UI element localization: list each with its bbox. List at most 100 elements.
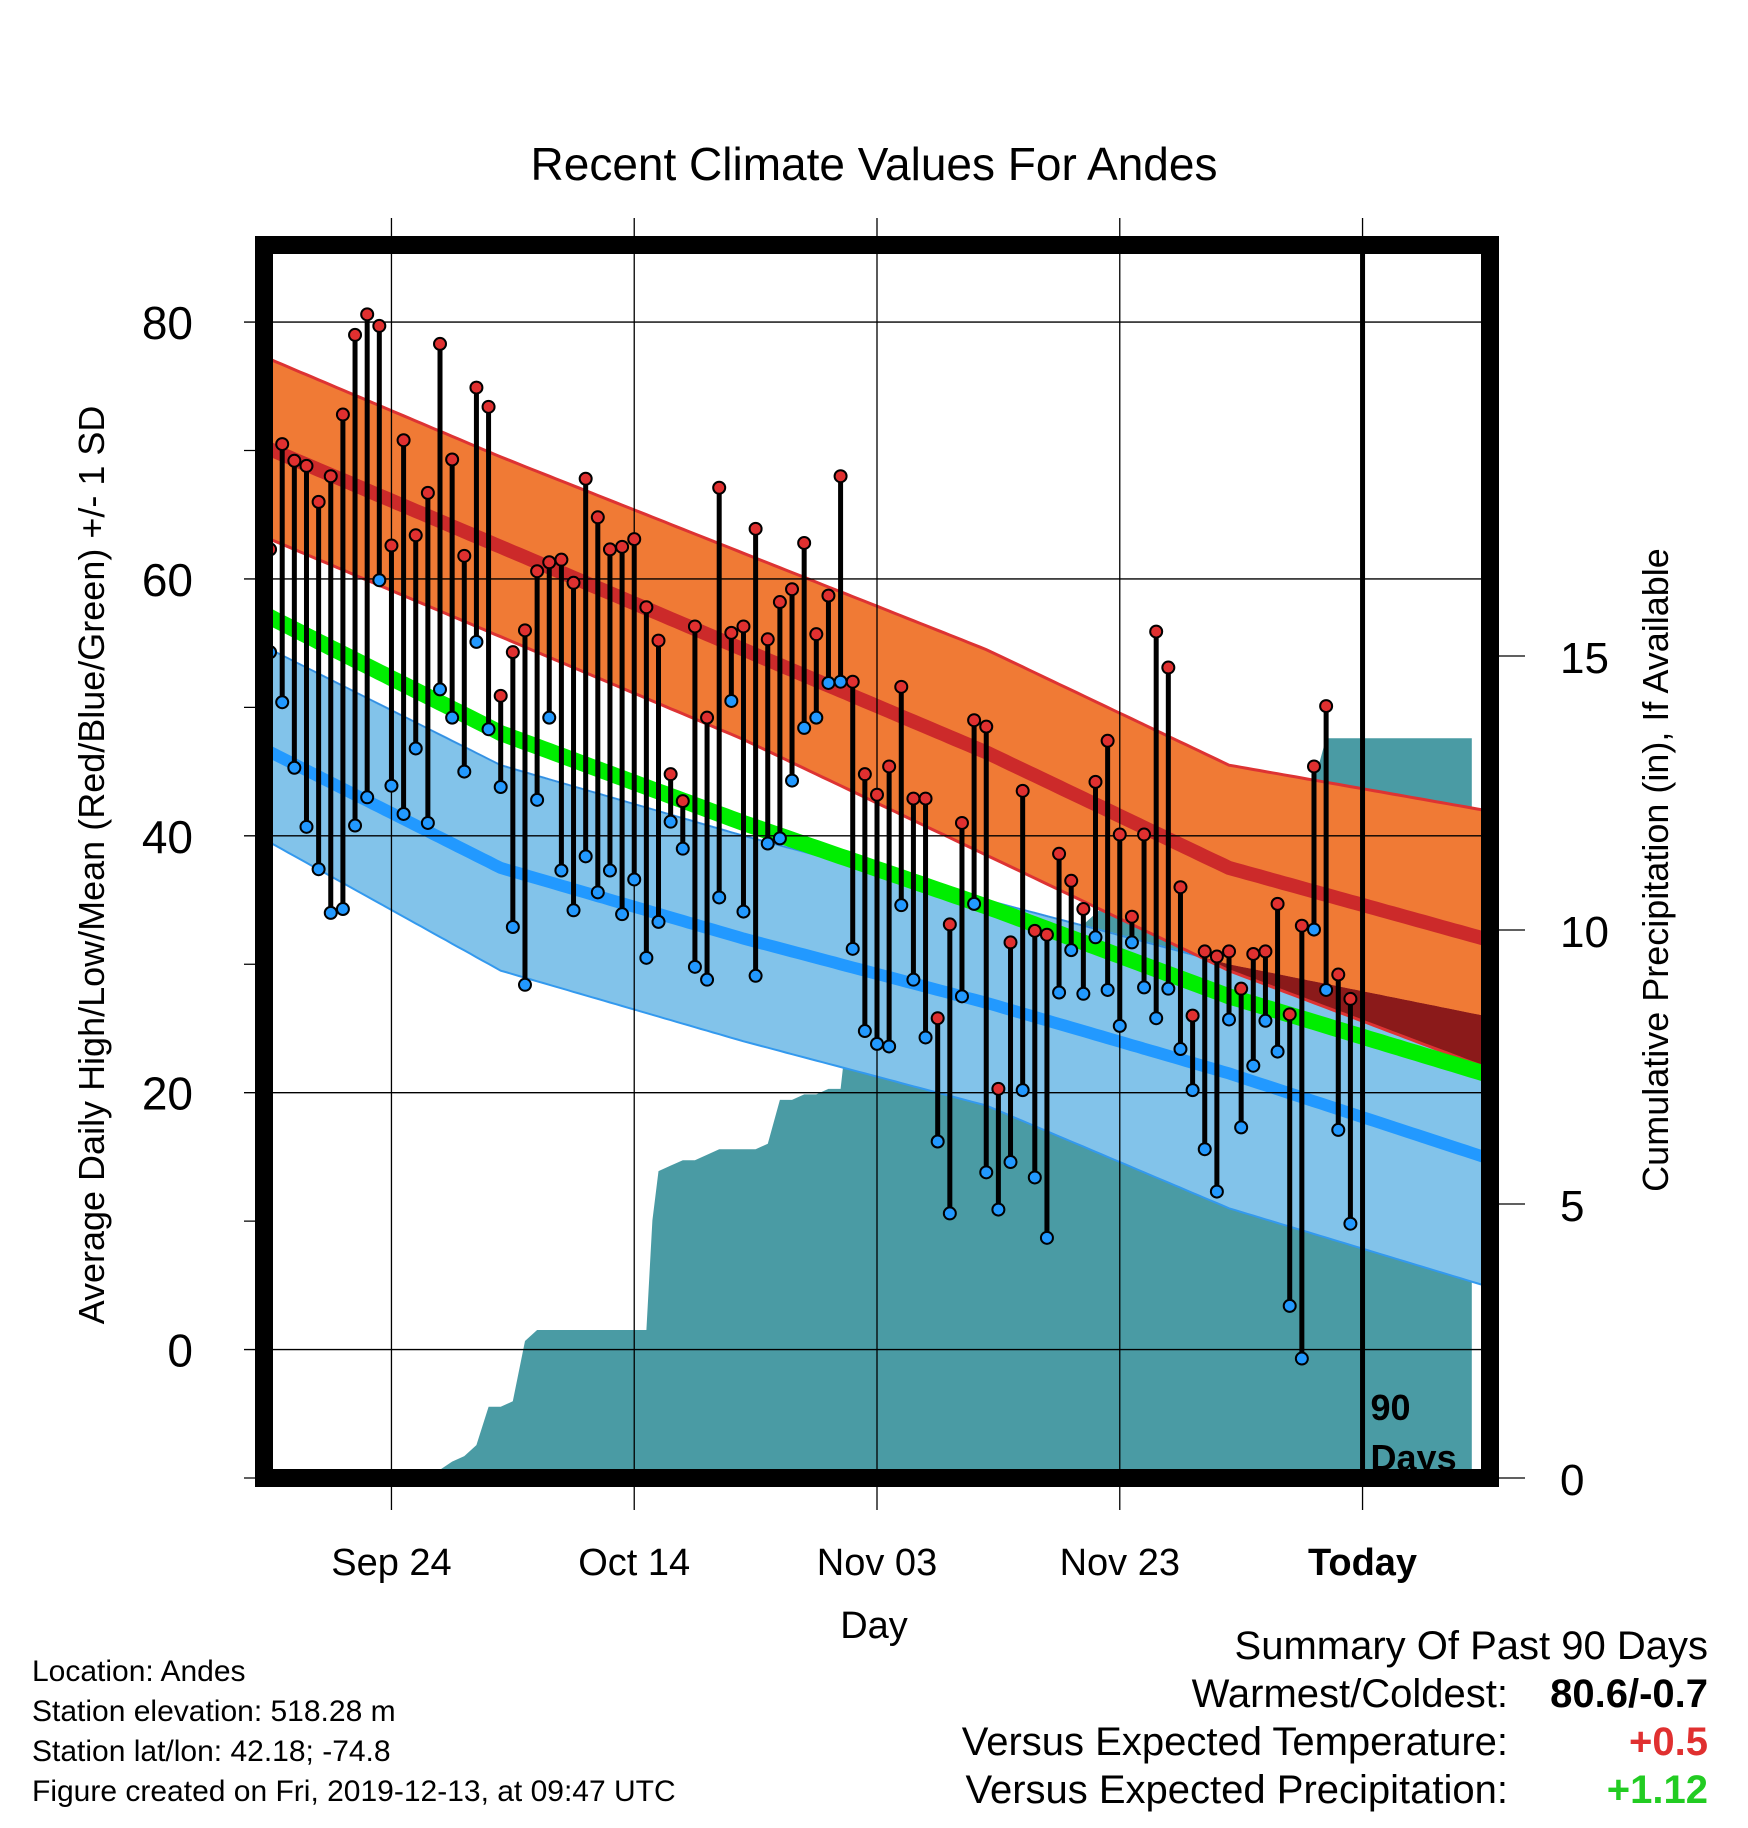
daily-low-point [578, 849, 593, 864]
daily-low-point [748, 968, 763, 983]
daily-high-point [372, 318, 387, 333]
daily-high-point [505, 645, 520, 660]
daily-low-point [1258, 1013, 1273, 1028]
daily-high-point [651, 633, 666, 648]
precip-label: Versus Expected Precipitation: [965, 1768, 1508, 1812]
daily-high-point [991, 1081, 1006, 1096]
daily-low-point [602, 863, 617, 878]
daily-high-point [433, 336, 448, 351]
daily-high-point [299, 458, 314, 473]
daily-high-point [821, 588, 836, 603]
daily-high-point [833, 469, 848, 484]
daily-high-point [1282, 1007, 1297, 1022]
daily-low-point [1088, 930, 1103, 945]
daily-low-point [663, 814, 678, 829]
daily-low-point [1246, 1058, 1261, 1073]
daily-high-point [530, 564, 545, 579]
chart-title: Recent Climate Values For Andes [531, 138, 1218, 190]
daily-high-point [1149, 624, 1164, 639]
daily-high-point [323, 469, 338, 484]
daily-low-point [1222, 1012, 1237, 1027]
daily-high-point [1258, 944, 1273, 959]
daily-low-point [1003, 1155, 1018, 1170]
daily-high-point [797, 535, 812, 550]
daily-low-point [275, 695, 290, 710]
daily-low-point [1173, 1042, 1188, 1057]
x-tick-label: Nov 03 [817, 1542, 937, 1584]
daily-high-point [1270, 896, 1285, 911]
daily-low-point [554, 863, 569, 878]
daily-low-point [857, 1024, 872, 1039]
daily-high-point [785, 582, 800, 597]
daily-high-point [517, 623, 532, 638]
created-text: Figure created on Fri, 2019-12-13, at 09… [32, 1775, 676, 1808]
daily-low-point [615, 907, 630, 922]
daily-low-point [1112, 1018, 1127, 1033]
daily-low-point [469, 634, 484, 649]
daily-low-point [590, 885, 605, 900]
daily-high-point [1112, 827, 1127, 842]
daily-low-point [530, 792, 545, 807]
y2-axis-label: Cumulative Precipitation (in), If Availa… [1635, 548, 1676, 1192]
warmest-label: Warmest/Coldest: [1191, 1672, 1508, 1716]
elevation-text: Station elevation: 518.28 m [32, 1695, 396, 1728]
daily-low-point [1039, 1230, 1054, 1245]
daily-high-point [602, 542, 617, 557]
warmest-row: Warmest/Coldest: 80.6/-0.7 [962, 1670, 1708, 1718]
daily-high-point [615, 539, 630, 554]
daily-high-point [1088, 774, 1103, 789]
daily-low-point [1161, 981, 1176, 996]
daily-low-point [967, 896, 982, 911]
summary-panel: Summary Of Past 90 Days Warmest/Coldest:… [962, 1622, 1708, 1814]
daily-low-point [712, 890, 727, 905]
daily-high-point [275, 437, 290, 452]
daily-high-point [627, 532, 642, 547]
daily-high-point [809, 627, 824, 642]
daily-low-point [1270, 1044, 1285, 1059]
daily-high-point [748, 521, 763, 536]
daily-high-point [979, 719, 994, 734]
daily-high-point [1209, 949, 1224, 964]
y2-tick-label: 0 [1560, 1456, 1584, 1505]
daily-high-point [1015, 783, 1030, 798]
high-normal-line [257, 440, 1486, 946]
daily-high-point [1246, 946, 1261, 961]
daily-low-point [882, 1039, 897, 1054]
daily-high-point [1161, 660, 1176, 675]
daily-high-point [882, 759, 897, 774]
y2-tick-label: 15 [1560, 634, 1609, 683]
daily-low-point [991, 1202, 1006, 1217]
daily-high-point [1064, 873, 1079, 888]
daily-low-point [627, 872, 642, 887]
daily-low-point [821, 675, 836, 690]
x-tick-label: Today [1308, 1542, 1417, 1584]
daily-high-point [1197, 944, 1212, 959]
daily-low-point [918, 1030, 933, 1045]
daily-low-point [797, 720, 812, 735]
daily-high-point [360, 307, 375, 322]
precip-row: Versus Expected Precipitation: +1.12 [962, 1766, 1708, 1814]
daily-low-point [1149, 1011, 1164, 1026]
daily-low-point [517, 977, 532, 992]
daily-low-point [785, 773, 800, 788]
daily-high-point [687, 619, 702, 634]
y2-tick-label: 10 [1560, 908, 1609, 957]
daily-low-point [1076, 986, 1091, 1001]
grid-group [244, 218, 1490, 1478]
daily-high-point [1294, 918, 1309, 933]
daily-high-point [870, 787, 884, 802]
daily-low-point [1015, 1083, 1030, 1098]
daily-low-point [906, 972, 921, 987]
daily-low-point [1100, 982, 1115, 997]
daily-high-point [287, 453, 302, 468]
daily-low-point [287, 760, 302, 775]
daily-low-point [724, 693, 739, 708]
daily-low-point [870, 1036, 884, 1051]
daily-low-point [1282, 1298, 1297, 1313]
daily-low-point [420, 815, 435, 830]
daily-high-point [408, 528, 423, 543]
daily-high-point [1319, 699, 1334, 714]
daily-high-point [1173, 880, 1188, 895]
daily-low-point [1064, 943, 1079, 958]
